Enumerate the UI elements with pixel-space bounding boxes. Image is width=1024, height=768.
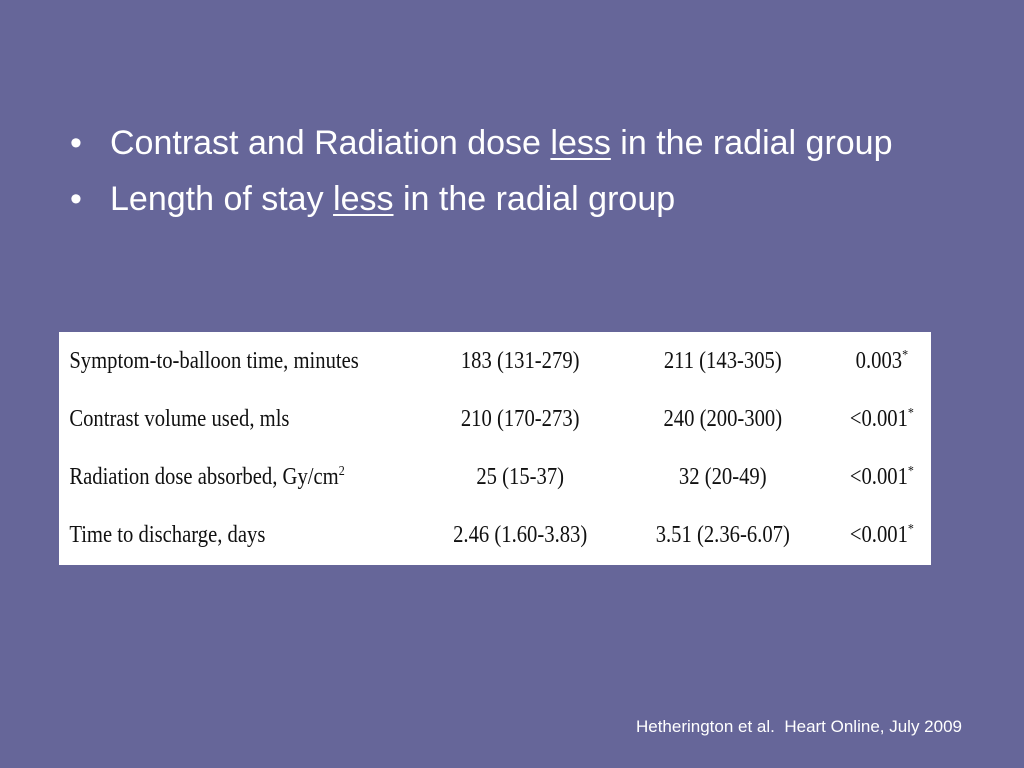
table-row: Contrast volume used, mls 210 (170-273) … bbox=[59, 390, 931, 448]
p-value: 0.003 bbox=[855, 347, 903, 374]
p-value: <0.001 bbox=[849, 405, 908, 432]
p-value-asterisk: * bbox=[907, 405, 914, 421]
bullet-text-after: in the radial group bbox=[393, 180, 676, 218]
p-value-cell: <0.001* bbox=[833, 507, 931, 565]
row-label-cell: Time to discharge, days bbox=[59, 507, 428, 565]
row-label-cell: Symptom-to-balloon time, minutes bbox=[59, 332, 428, 390]
bullet-emphasis: less bbox=[550, 124, 611, 162]
row-label-cell: Contrast volume used, mls bbox=[59, 390, 428, 448]
results-table-panel: Symptom-to-balloon time, minutes 183 (13… bbox=[59, 332, 931, 565]
radial-value: 2.46 (1.60-3.83) bbox=[453, 522, 588, 549]
p-value-asterisk: * bbox=[902, 347, 909, 363]
p-value: <0.001 bbox=[849, 464, 908, 491]
p-value-asterisk: * bbox=[907, 522, 914, 538]
bullet-icon: • bbox=[70, 180, 82, 218]
p-value-asterisk: * bbox=[907, 464, 914, 480]
bullet-text-before: Contrast and Radiation dose bbox=[110, 124, 551, 162]
femoral-value: 240 (200-300) bbox=[663, 405, 783, 432]
bullet-icon: • bbox=[70, 124, 82, 162]
row-label: Symptom-to-balloon time, minutes bbox=[69, 347, 359, 374]
femoral-value: 32 (20-49) bbox=[678, 464, 767, 491]
p-value: <0.001 bbox=[849, 522, 908, 549]
p-value-cell: <0.001* bbox=[833, 390, 931, 448]
radial-value: 183 (131-279) bbox=[460, 347, 580, 374]
bullet-item-length-of-stay: • Length of stay less in the radial group bbox=[70, 176, 950, 222]
femoral-value: 211 (143-305) bbox=[663, 347, 782, 374]
bullet-text-after: in the radial group bbox=[610, 124, 893, 162]
row-label: Time to discharge, days bbox=[69, 522, 266, 549]
table-row: Time to discharge, days 2.46 (1.60-3.83)… bbox=[59, 507, 931, 565]
row-label: Contrast volume used, mls bbox=[69, 405, 290, 432]
femoral-value: 3.51 (2.36-6.07) bbox=[655, 522, 790, 549]
radial-value: 210 (170-273) bbox=[460, 405, 580, 432]
results-table: Symptom-to-balloon time, minutes 183 (13… bbox=[59, 332, 931, 565]
row-label: Radiation dose absorbed, Gy/cm bbox=[69, 464, 339, 491]
bullet-text-before: Length of stay bbox=[110, 180, 334, 218]
radial-value: 25 (15-37) bbox=[476, 464, 565, 491]
bullet-item-contrast-radiation: • Contrast and Radiation dose less in the… bbox=[70, 120, 950, 166]
citation-footer: Hetherington et al. Heart Online, July 2… bbox=[635, 717, 962, 736]
p-value-cell: 0.003* bbox=[833, 332, 931, 390]
bullet-list: • Contrast and Radiation dose less in the… bbox=[70, 120, 950, 232]
table-row: Radiation dose absorbed, Gy/cm2 25 (15-3… bbox=[59, 449, 931, 507]
table-row: Symptom-to-balloon time, minutes 183 (13… bbox=[59, 332, 931, 390]
bullet-emphasis: less bbox=[333, 180, 394, 218]
row-label-superscript: 2 bbox=[338, 464, 345, 480]
p-value-cell: <0.001* bbox=[833, 449, 931, 507]
row-label-cell: Radiation dose absorbed, Gy/cm2 bbox=[59, 449, 428, 507]
